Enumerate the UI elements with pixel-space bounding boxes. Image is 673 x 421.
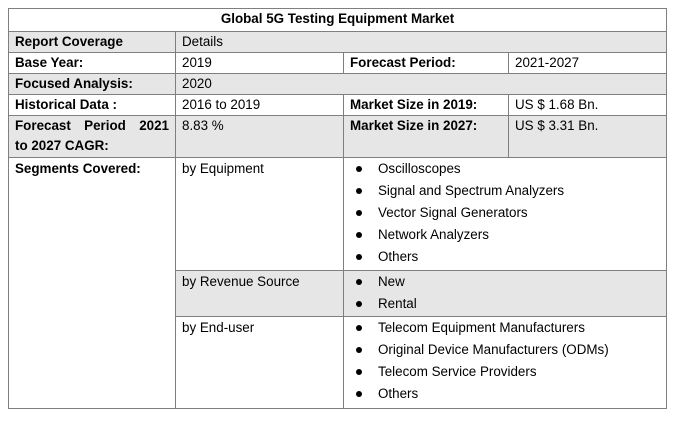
- cagr-label-word-3: 2021: [139, 118, 169, 133]
- cagr-label-line-2: to 2027 CAGR:: [15, 138, 109, 153]
- table-row: Historical Data : 2016 to 2019 Market Si…: [8, 94, 667, 116]
- list-item: Oscilloscopes: [353, 158, 660, 180]
- table-row: Base Year: 2019 Forecast Period: 2021-20…: [8, 52, 667, 74]
- list-item: Rental: [353, 293, 660, 315]
- coverage-label: Report Coverage: [8, 31, 176, 53]
- list-item: Network Analyzers: [353, 224, 660, 246]
- forecast-period-label: Forecast Period:: [343, 52, 509, 74]
- cagr-label-word-2: Period: [84, 118, 126, 133]
- list-item: Others: [353, 246, 660, 268]
- forecast-period-value: 2021-2027: [508, 52, 667, 74]
- list-item: Telecom Equipment Manufacturers: [353, 317, 660, 339]
- market-size-2019-value: US $ 1.68 Bn.: [508, 94, 667, 116]
- segment-items: New Rental: [343, 270, 667, 317]
- list-item: Others: [353, 383, 660, 405]
- historical-data-label: Historical Data :: [8, 94, 176, 116]
- list-item: Vector Signal Generators: [353, 202, 660, 224]
- list-item: Original Device Manufacturers (ODMs): [353, 339, 660, 361]
- focused-analysis-value: 2020: [175, 73, 667, 95]
- cagr-label: Forecast Period 2021 to 2027 CAGR:: [8, 115, 176, 158]
- historical-data-value: 2016 to 2019: [175, 94, 344, 116]
- table-title: Global 5G Testing Equipment Market: [8, 8, 667, 32]
- segments-label: Segments Covered:: [8, 157, 176, 409]
- segment-group-name: by Equipment: [175, 157, 344, 271]
- cagr-value: 8.83 %: [175, 115, 344, 158]
- cagr-label-word-1: Forecast: [15, 118, 71, 133]
- table-row: by End-user Telecom Equipment Manufactur…: [9, 316, 667, 409]
- focused-analysis-label: Focused Analysis:: [8, 73, 176, 95]
- table-row: Focused Analysis: 2020: [8, 73, 667, 95]
- market-size-2019-label: Market Size in 2019:: [343, 94, 509, 116]
- report-table: Global 5G Testing Equipment Market Repor…: [8, 8, 667, 409]
- base-year-value: 2019: [175, 52, 344, 74]
- table-row: Segments Covered: by Equipment Oscillosc…: [8, 157, 667, 409]
- list-item: New: [353, 271, 660, 293]
- table-row: Forecast Period 2021 to 2027 CAGR: 8.83 …: [8, 115, 667, 158]
- market-size-2027-label: Market Size in 2027:: [343, 115, 509, 158]
- segment-items: Telecom Equipment Manufacturers Original…: [343, 316, 667, 409]
- market-size-2027-value: US $ 3.31 Bn.: [508, 115, 667, 158]
- segment-items: Oscilloscopes Signal and Spectrum Analyz…: [343, 157, 667, 271]
- list-item: Signal and Spectrum Analyzers: [353, 180, 660, 202]
- segment-group-name: by End-user: [175, 316, 344, 409]
- coverage-value: Details: [175, 31, 667, 53]
- base-year-label: Base Year:: [8, 52, 176, 74]
- list-item: Telecom Service Providers: [353, 361, 660, 383]
- segment-group-name: by Revenue Source: [175, 270, 344, 317]
- table-row: Report Coverage Details: [8, 31, 667, 53]
- table-row: by Revenue Source New Rental: [8, 270, 667, 317]
